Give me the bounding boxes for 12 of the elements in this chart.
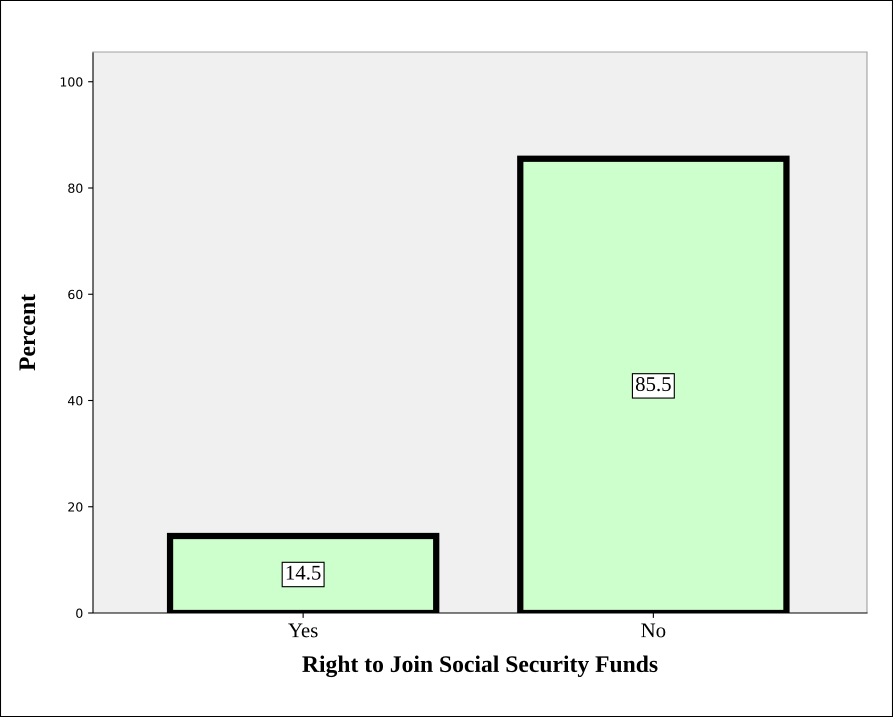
data-label: 85.5 [636, 377, 671, 392]
y-tick-label: 80 [68, 183, 82, 193]
y-tick-label: 60 [68, 290, 82, 300]
x-tick-label: Yes [288, 624, 318, 638]
y-tick-label: 100 [60, 77, 82, 87]
y-tick-label: 20 [68, 502, 82, 512]
data-label: 14.5 [286, 566, 321, 580]
y-tick-label: 40 [68, 396, 82, 406]
x-axis-title: Right to Join Social Security Funds [302, 656, 658, 678]
y-tick-label: 0 [76, 608, 82, 618]
y-axis-title: Percent [19, 294, 36, 371]
x-tick-label: No [641, 624, 666, 638]
